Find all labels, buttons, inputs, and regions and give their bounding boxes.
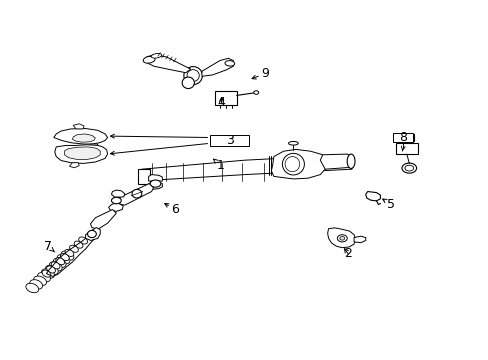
Ellipse shape	[30, 280, 42, 289]
Ellipse shape	[224, 60, 234, 66]
Ellipse shape	[401, 163, 416, 173]
Ellipse shape	[65, 249, 74, 256]
Polygon shape	[327, 228, 355, 248]
Bar	[215, 91, 236, 105]
Ellipse shape	[288, 141, 298, 145]
Bar	[399, 134, 413, 141]
Polygon shape	[69, 163, 79, 168]
Text: 5: 5	[382, 198, 394, 211]
Polygon shape	[54, 129, 107, 144]
Ellipse shape	[41, 269, 54, 278]
Polygon shape	[90, 144, 98, 148]
Polygon shape	[72, 134, 95, 142]
Polygon shape	[148, 184, 162, 189]
Polygon shape	[148, 175, 162, 181]
Ellipse shape	[61, 253, 69, 261]
Bar	[392, 133, 412, 142]
Text: 1: 1	[213, 159, 224, 172]
Ellipse shape	[69, 245, 78, 252]
Ellipse shape	[79, 237, 87, 244]
Bar	[395, 143, 417, 154]
Polygon shape	[108, 203, 123, 211]
Polygon shape	[90, 210, 116, 229]
Ellipse shape	[57, 255, 70, 264]
Ellipse shape	[182, 77, 194, 89]
Text: 3: 3	[225, 134, 233, 147]
Ellipse shape	[337, 235, 346, 242]
Polygon shape	[139, 155, 351, 182]
Ellipse shape	[186, 70, 199, 82]
Polygon shape	[85, 228, 100, 240]
Text: 2: 2	[344, 247, 351, 260]
Ellipse shape	[49, 262, 62, 271]
Polygon shape	[64, 147, 100, 159]
Ellipse shape	[132, 189, 142, 198]
Polygon shape	[111, 190, 124, 197]
Text: 8: 8	[398, 131, 406, 144]
Ellipse shape	[53, 258, 66, 267]
Polygon shape	[365, 192, 380, 201]
Ellipse shape	[34, 276, 46, 285]
Ellipse shape	[339, 237, 344, 240]
Ellipse shape	[51, 262, 60, 269]
Ellipse shape	[151, 54, 162, 58]
Ellipse shape	[74, 241, 83, 248]
Ellipse shape	[285, 157, 299, 172]
Text: 9: 9	[251, 67, 268, 80]
Ellipse shape	[150, 180, 161, 187]
Ellipse shape	[38, 273, 50, 282]
Polygon shape	[73, 124, 84, 129]
Ellipse shape	[143, 57, 155, 63]
Ellipse shape	[111, 197, 121, 204]
Ellipse shape	[42, 270, 51, 277]
Ellipse shape	[87, 230, 96, 238]
Text: 6: 6	[164, 203, 179, 216]
Ellipse shape	[26, 283, 39, 293]
Ellipse shape	[282, 153, 304, 175]
Ellipse shape	[46, 266, 55, 273]
Polygon shape	[320, 154, 351, 169]
Polygon shape	[117, 184, 153, 205]
Ellipse shape	[183, 67, 202, 85]
Polygon shape	[271, 149, 327, 179]
Polygon shape	[55, 145, 107, 163]
Bar	[210, 135, 249, 146]
Text: 4: 4	[217, 96, 225, 109]
Ellipse shape	[61, 251, 74, 260]
Bar	[138, 169, 150, 184]
Polygon shape	[146, 55, 190, 73]
Ellipse shape	[253, 91, 258, 94]
Ellipse shape	[346, 154, 354, 168]
Polygon shape	[353, 236, 365, 243]
Ellipse shape	[56, 258, 64, 265]
Polygon shape	[202, 58, 233, 76]
Ellipse shape	[45, 265, 58, 275]
Ellipse shape	[404, 165, 413, 171]
Text: 7: 7	[44, 240, 55, 253]
